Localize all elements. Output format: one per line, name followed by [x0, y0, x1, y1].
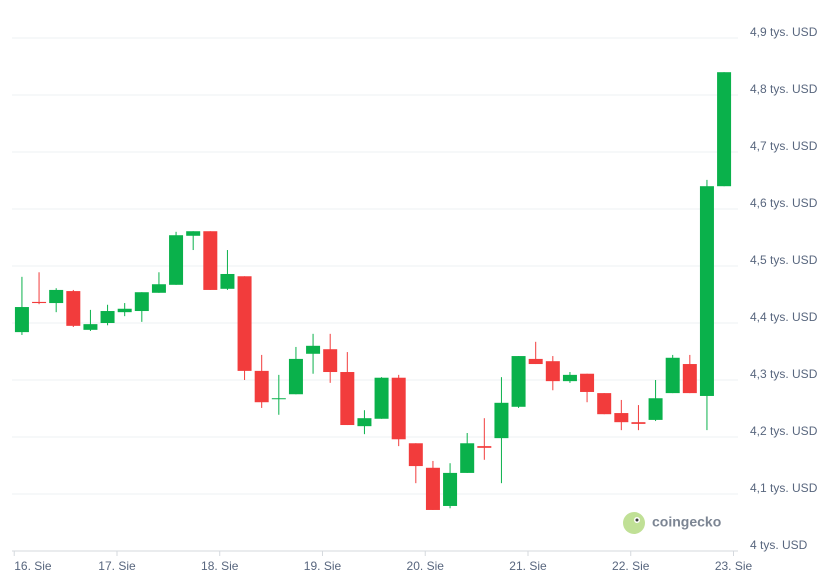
candle-body	[477, 446, 492, 448]
candle-body	[186, 231, 201, 236]
x-tick-label: 23. Sie	[715, 559, 753, 573]
candle-body	[631, 422, 646, 424]
x-tick-label: 17. Sie	[98, 559, 136, 573]
y-tick-label: 4,7 tys. USD	[750, 139, 818, 153]
candle-body	[494, 402, 509, 439]
x-tick-label: 20. Sie	[407, 559, 445, 573]
candle-body	[545, 361, 560, 382]
watermark: coingecko	[652, 514, 721, 530]
candle-body	[597, 393, 612, 415]
candle-body	[288, 358, 303, 395]
y-tick-label: 4,4 tys. USD	[750, 310, 818, 324]
candle-body	[340, 372, 355, 426]
candle-body	[528, 358, 543, 365]
candle-body	[425, 467, 440, 510]
candle-body	[323, 349, 338, 373]
candle-body	[374, 377, 389, 419]
candle-body	[408, 443, 423, 467]
candle-body	[562, 374, 577, 382]
y-tick-label: 4,6 tys. USD	[750, 196, 818, 210]
candle-body	[460, 443, 475, 473]
candle-body	[717, 72, 732, 187]
candle-body	[203, 231, 218, 290]
y-tick-label: 4,2 tys. USD	[750, 424, 818, 438]
candle-body	[614, 413, 629, 423]
y-tick-label: 4,3 tys. USD	[750, 367, 818, 381]
candle-body	[83, 324, 98, 330]
candle-body	[648, 398, 663, 420]
candle-body	[117, 308, 132, 313]
candle-body	[682, 364, 697, 394]
candle-body	[580, 373, 595, 392]
candle-body	[220, 273, 235, 289]
y-tick-label: 4,9 tys. USD	[750, 25, 818, 39]
candle-body	[237, 276, 252, 371]
candle-body	[100, 311, 115, 323]
watermark-logo	[623, 512, 645, 534]
candle-body	[254, 370, 269, 403]
candle-body	[32, 301, 47, 304]
candle-body	[357, 418, 372, 427]
candle-body	[443, 472, 458, 506]
candle-body	[699, 186, 714, 396]
x-tick-label: 16. Sie	[14, 559, 52, 573]
y-tick-label: 4 tys. USD	[750, 538, 808, 552]
candle-body	[271, 398, 286, 400]
candle-body	[66, 291, 81, 326]
x-tick-label: 21. Sie	[509, 559, 547, 573]
y-tick-label: 4,1 tys. USD	[750, 481, 818, 495]
candle-body	[306, 345, 321, 354]
candle-body	[169, 235, 184, 285]
plot: 4 tys. USD 4,1 tys. USD 4,2 tys. USD 4,3 ty…	[12, 25, 818, 573]
y-tick-label: 4,8 tys. USD	[750, 82, 818, 96]
candle-body	[134, 292, 149, 312]
candle-body	[391, 377, 406, 440]
candle-body	[49, 289, 64, 304]
x-tick-label: 19. Sie	[304, 559, 342, 573]
candle-body	[151, 284, 166, 293]
candle-body	[511, 356, 526, 407]
candle-body	[665, 357, 680, 394]
y-tick-label: 4,5 tys. USD	[750, 253, 818, 267]
x-tick-label: 22. Sie	[612, 559, 650, 573]
candle-body	[14, 307, 29, 333]
x-tick-label: 18. Sie	[201, 559, 239, 573]
